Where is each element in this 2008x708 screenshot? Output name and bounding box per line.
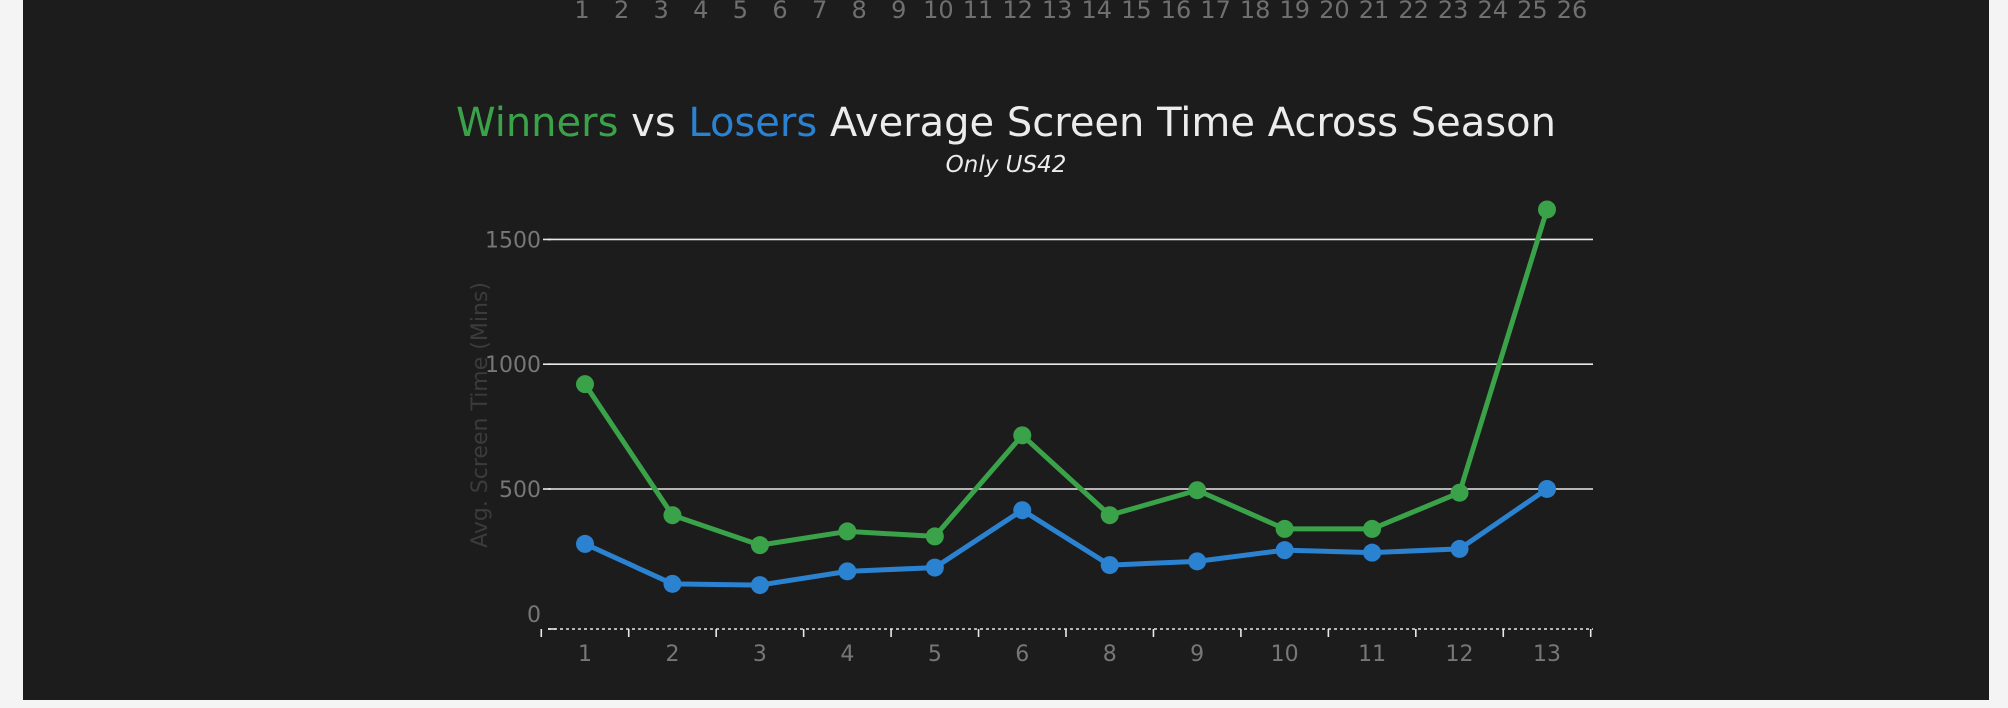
- data-point-losers[interactable]: [838, 562, 857, 581]
- top-axis-tick: 18: [1239, 0, 1271, 24]
- y-tick-label: 0: [527, 603, 541, 628]
- top-axis-tick: 8: [851, 0, 867, 24]
- data-point-winners[interactable]: [1275, 519, 1294, 538]
- data-point-winners[interactable]: [925, 527, 944, 546]
- x-tick-label: 13: [1533, 642, 1561, 667]
- data-point-winners[interactable]: [663, 506, 682, 525]
- x-tick-label: 3: [753, 642, 767, 667]
- data-point-losers[interactable]: [1450, 539, 1469, 558]
- top-axis-tick: 3: [653, 0, 669, 24]
- x-tick-label: 1: [578, 642, 592, 667]
- y-tick-label: 1500: [485, 228, 541, 253]
- data-point-losers[interactable]: [576, 534, 594, 553]
- y-tick-label: 1000: [485, 353, 541, 378]
- data-point-losers[interactable]: [1363, 543, 1382, 562]
- top-axis-tick: 20: [1319, 0, 1350, 24]
- top-axis-tick: 9: [891, 0, 907, 24]
- top-axis-tick: 10: [923, 0, 954, 24]
- chart-subtitle: Only US42: [945, 152, 1067, 178]
- chart-panel: 1 2 3 4 5 6 7 8 9 10 11 12 13 14 15 16 17 18 19 20 21 22 23 24 2…: [23, 0, 1989, 700]
- top-axis-tick: 26: [1556, 0, 1588, 24]
- top-axis-tick: 22: [1398, 0, 1429, 24]
- data-point-losers[interactable]: [1188, 552, 1207, 571]
- title-vs: vs: [631, 100, 676, 146]
- data-point-winners[interactable]: [1538, 200, 1556, 219]
- series-line-winners: [582, 208, 1550, 548]
- data-point-winners[interactable]: [1188, 481, 1207, 500]
- top-axis-partial: 1 2 3 4 5 6 7 8 9 10 11 12 13 14 15 16 17 18 19 20 21 22 23 24 2…: [23, 0, 1989, 24]
- title-rest: Average Screen Time Across Season: [829, 100, 1556, 146]
- y-tick-label: 500: [499, 478, 541, 503]
- chart-title: Winners vs Losers Average Screen Time Ac…: [23, 100, 1989, 146]
- data-point-winners[interactable]: [1450, 483, 1469, 502]
- top-axis-tick: 17: [1200, 0, 1231, 24]
- data-point-winners[interactable]: [576, 375, 594, 394]
- top-axis-tick: 2: [613, 0, 630, 24]
- x-tick-label: 10: [1271, 642, 1299, 667]
- top-axis-tick: 12: [1002, 0, 1033, 24]
- top-axis-tick: 15: [1121, 0, 1152, 24]
- data-point-losers[interactable]: [1538, 479, 1556, 498]
- top-axis-tick: 13: [1041, 0, 1073, 24]
- top-axis-tick: 19: [1279, 0, 1311, 24]
- x-tick-label: 12: [1446, 642, 1474, 667]
- top-axis-tick: 23: [1437, 0, 1469, 24]
- top-axis-tick: 1: [574, 0, 590, 24]
- x-tick-label: 11: [1358, 642, 1386, 667]
- top-axis-tick: 5: [732, 0, 749, 24]
- title-losers: Losers: [688, 100, 818, 146]
- x-tick-label: 6: [1015, 642, 1029, 667]
- series-layer: [576, 200, 1556, 595]
- top-axis-tick: 7: [811, 0, 828, 24]
- top-axis-tick: 11: [962, 0, 994, 24]
- top-axis-tick: 16: [1160, 0, 1192, 24]
- data-point-winners[interactable]: [1363, 519, 1382, 538]
- x-tick-label: 9: [1190, 642, 1204, 667]
- data-point-losers[interactable]: [925, 558, 944, 577]
- top-axis-tick: 25: [1517, 0, 1548, 24]
- top-axis-tick: 21: [1358, 0, 1390, 24]
- data-point-losers[interactable]: [663, 574, 682, 593]
- data-point-losers[interactable]: [750, 576, 769, 595]
- top-axis-tick: 14: [1081, 0, 1113, 24]
- data-point-losers[interactable]: [1275, 541, 1294, 560]
- top-axis-tick: 6: [772, 0, 788, 24]
- x-tick-label: 4: [840, 642, 854, 667]
- title-winners: Winners: [456, 100, 619, 146]
- series-line-losers: [583, 486, 1549, 588]
- x-tick-label: 2: [665, 642, 679, 667]
- top-axis-tick: 24: [1477, 0, 1509, 24]
- data-point-winners[interactable]: [838, 522, 857, 541]
- data-point-losers[interactable]: [1100, 556, 1119, 575]
- data-point-losers[interactable]: [1013, 501, 1032, 520]
- x-tick-label: 5: [928, 642, 942, 667]
- top-axis-tick: 4: [693, 0, 709, 24]
- x-tick-label: 8: [1103, 642, 1117, 667]
- grid-layer: [548, 238, 1593, 490]
- data-point-winners[interactable]: [750, 536, 769, 555]
- data-point-winners[interactable]: [1100, 506, 1119, 525]
- y-axis-label: Avg. Screen Time (Mins): [468, 282, 493, 548]
- data-point-winners[interactable]: [1013, 426, 1032, 445]
